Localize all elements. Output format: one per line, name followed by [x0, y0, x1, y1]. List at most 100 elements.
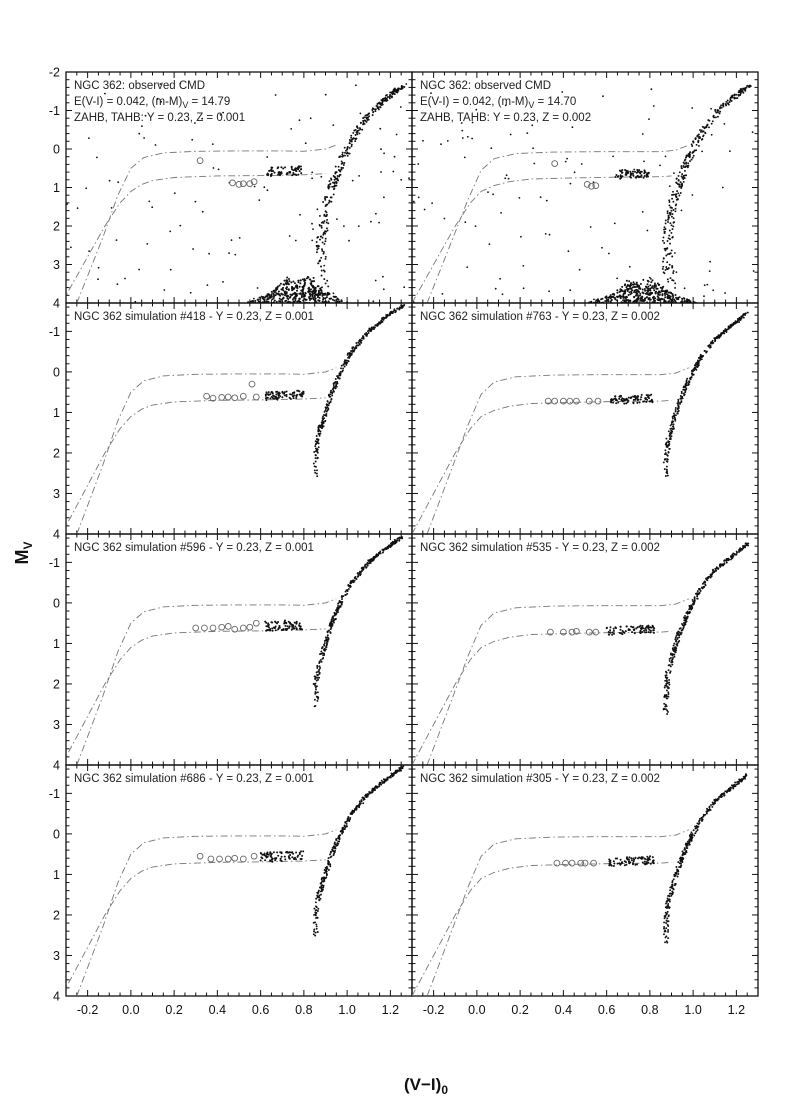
- star-point: [669, 277, 672, 280]
- rr-lyrae-marker: [551, 160, 559, 167]
- star-point: [659, 164, 661, 167]
- plot-area: [66, 536, 404, 765]
- star-point: [372, 558, 375, 561]
- star-point: [316, 676, 319, 679]
- star-point: [578, 268, 581, 271]
- star-point: [343, 360, 346, 363]
- star-point: [366, 116, 369, 119]
- star-point: [326, 218, 329, 221]
- star-point: [663, 242, 666, 244]
- star-point: [297, 279, 300, 282]
- star-point: [285, 393, 288, 396]
- star-point: [272, 292, 275, 295]
- star-point: [614, 626, 617, 629]
- zahb-line: [412, 175, 672, 303]
- star-point: [292, 173, 295, 176]
- star-point: [625, 286, 628, 289]
- star-point: [317, 294, 320, 297]
- star-point: [474, 225, 477, 228]
- star-point: [744, 312, 747, 315]
- rr-lyrae-marker: [246, 180, 254, 188]
- star-point: [644, 398, 647, 401]
- star-point: [401, 766, 404, 769]
- star-point: [673, 648, 675, 651]
- star-point: [279, 300, 282, 303]
- star-point: [317, 262, 320, 265]
- panel-annotation: ZAHB, TAHB: Y = 0.23, Z = 0.002: [420, 112, 591, 124]
- star-point: [383, 196, 385, 199]
- star-point: [314, 450, 317, 453]
- star-point: [336, 218, 338, 221]
- star-point: [688, 152, 691, 155]
- star-point: [618, 397, 621, 400]
- star-point: [674, 414, 677, 417]
- star-point: [338, 838, 341, 841]
- star-point: [345, 152, 348, 155]
- x-tick-label: 1.0: [684, 1003, 701, 1017]
- star-point: [316, 438, 319, 441]
- star-point: [314, 677, 317, 680]
- star-point: [675, 177, 678, 180]
- star-point: [313, 465, 316, 468]
- star-point: [622, 296, 625, 299]
- star-point: [671, 663, 674, 666]
- star-point: [259, 859, 262, 862]
- star-point: [332, 619, 335, 622]
- star-point: [725, 329, 728, 332]
- star-point: [293, 391, 296, 394]
- star-point: [669, 427, 672, 430]
- star-point: [734, 321, 737, 324]
- star-point: [664, 453, 666, 456]
- star-point: [640, 174, 643, 177]
- star-point: [324, 257, 327, 260]
- star-point: [601, 297, 604, 300]
- star-point: [263, 186, 266, 189]
- star-point: [266, 295, 269, 298]
- star-point: [287, 851, 289, 854]
- star-point: [619, 170, 622, 173]
- star-point: [580, 163, 583, 165]
- star-point: [682, 178, 685, 180]
- star-point: [316, 469, 318, 472]
- star-point: [316, 248, 319, 251]
- plot-area: [412, 773, 748, 996]
- star-point: [324, 282, 327, 285]
- star-point: [319, 653, 321, 656]
- y-tick-label: 4: [53, 759, 60, 773]
- star-point: [682, 386, 685, 389]
- star-point: [598, 300, 601, 303]
- star-point: [318, 214, 321, 217]
- star-point: [343, 365, 346, 368]
- star-point: [160, 100, 163, 103]
- star-point: [674, 193, 677, 196]
- star-point: [293, 282, 296, 285]
- star-point: [617, 401, 620, 404]
- star-point: [367, 332, 370, 334]
- star-point: [315, 241, 318, 243]
- star-point: [691, 107, 694, 109]
- star-point: [739, 547, 742, 550]
- star-point: [330, 620, 333, 623]
- star-point: [403, 86, 406, 88]
- star-point: [385, 94, 387, 97]
- star-point: [666, 261, 669, 264]
- star-point: [669, 291, 671, 294]
- star-point: [314, 443, 317, 446]
- star-point: [338, 173, 341, 176]
- star-point: [344, 359, 347, 362]
- star-point: [283, 621, 286, 623]
- star-point: [253, 297, 255, 300]
- star-point: [684, 389, 687, 392]
- star-point: [353, 347, 356, 350]
- star-point: [286, 625, 289, 628]
- star-point: [622, 293, 625, 296]
- star-point: [443, 217, 446, 220]
- star-point: [303, 280, 306, 282]
- star-point: [284, 858, 287, 861]
- x-tick-label: 0.2: [511, 1003, 528, 1017]
- star-point: [699, 358, 702, 361]
- star-point: [412, 200, 415, 203]
- star-point: [342, 164, 345, 166]
- star-point: [313, 294, 316, 297]
- star-point: [662, 271, 665, 274]
